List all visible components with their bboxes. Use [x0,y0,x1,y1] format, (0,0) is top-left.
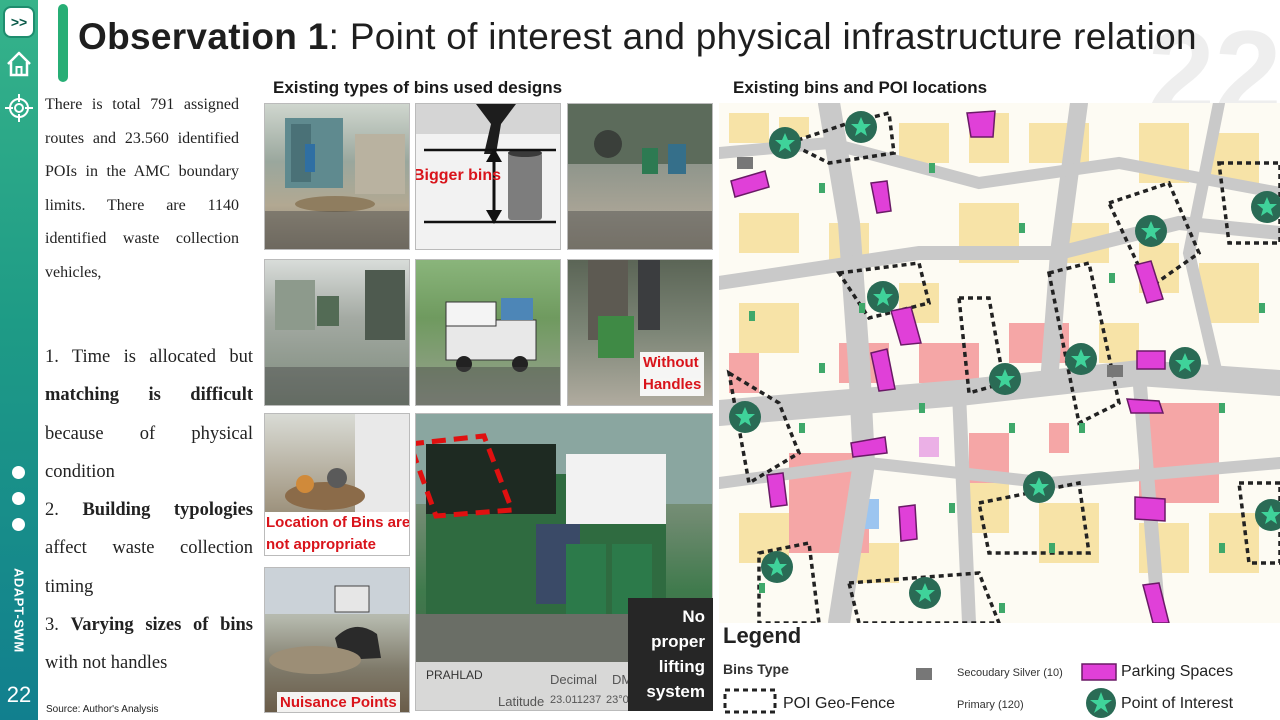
geo-place: PRAHLAD [426,668,483,682]
geo-latitude-value: 23.011237 [550,694,602,706]
slide-dots [12,466,25,544]
photo-bin-street-1 [264,103,410,250]
geo-info-panel: PRAHLAD Decimal DMS Latitude 23.011237 2… [416,662,641,710]
map-poi-markers [729,111,1280,609]
home-icon[interactable] [3,48,35,80]
photo-bin-street-2 [567,103,713,250]
legend-parking: Parking Spaces [1121,663,1234,680]
source-note: Source: Author's Analysis [46,704,159,715]
title-bold: Observation 1 [78,16,329,57]
geo-latitude-dms: 23°0 [606,694,629,706]
parking-legend-icon [1081,663,1117,681]
legend-primary: Primary (120) [957,699,1024,711]
point-2: 2. Building typologies affect waste coll… [45,500,254,597]
point-3: 3. Varying sizes of bins with not handle… [45,615,254,674]
label-bigger-bins: Bigger bins [415,167,502,184]
photo-bigger-bins: Bigger bins [415,103,561,250]
slide-dot[interactable] [12,492,25,505]
secondary-bin-legend-icon [916,668,932,680]
legend-bins-type: Bins Type [723,661,789,677]
target-icon[interactable] [3,92,35,124]
map-parking [730,110,1170,623]
map-section-title: Existing bins and POI locations [733,78,988,97]
photo-bin-street-3 [264,259,410,406]
photo-without-handles: Without Handles [567,259,713,406]
observation-points: 1. Time is allocated but matching is dif… [45,338,253,683]
title-accent-bar [58,4,68,82]
geo-latitude-label: Latitude [498,694,545,709]
title-rest: : Point of interest and physical infrast… [328,16,1197,57]
sidebar: >> ADAPT-SWM 22 [0,0,38,720]
map-bins [749,163,1265,613]
point-1: 1. Time is allocated but matching is dif… [45,347,253,482]
next-label: >> [10,14,28,30]
photo-nuisance-points: Nuisance Points [264,567,410,713]
poi-legend-icon [1086,688,1116,718]
page-number: 22 [6,682,32,707]
label-location-of-bins: Location of Bins are not appropriate [265,512,409,555]
map-secondary-bins [737,157,1123,377]
legend-title: Legend [723,623,802,648]
photo-bin-vehicle [415,259,561,406]
next-button[interactable]: >> [3,6,35,38]
slide-dot[interactable] [12,518,25,531]
legend-secondary: Secoudary Silver (10) [957,667,1063,679]
label-without-handles: Without Handles [640,352,705,396]
page-title: Observation 1: Point of interest and phy… [78,16,1197,58]
photos-section-title: Existing types of bins used designs [273,78,563,97]
map-legend: Legend Bins Type POI Geo-Fence Secoudary… [719,623,1280,720]
label-nuisance-points: Nuisance Points [277,692,400,712]
legend-poi: Point of Interest [1121,695,1234,712]
legend-geofence: POI Geo-Fence [783,695,896,712]
brand-label: ADAPT-SWM [11,567,27,653]
photo-bin-location: Location of Bins are not appropriate [264,413,410,556]
poi-map[interactable] [719,103,1280,623]
geo-decimal-label: Decimal [550,672,597,687]
geofence-legend-icon [723,688,777,714]
slide-dot[interactable] [12,466,25,479]
label-lifting-system: No proper lifting system [628,598,713,711]
intro-paragraph: There is total 791 assigned routes and 2… [45,96,239,281]
photo-lifting-system: PRAHLAD Decimal DMS Latitude 23.011237 2… [415,413,713,711]
